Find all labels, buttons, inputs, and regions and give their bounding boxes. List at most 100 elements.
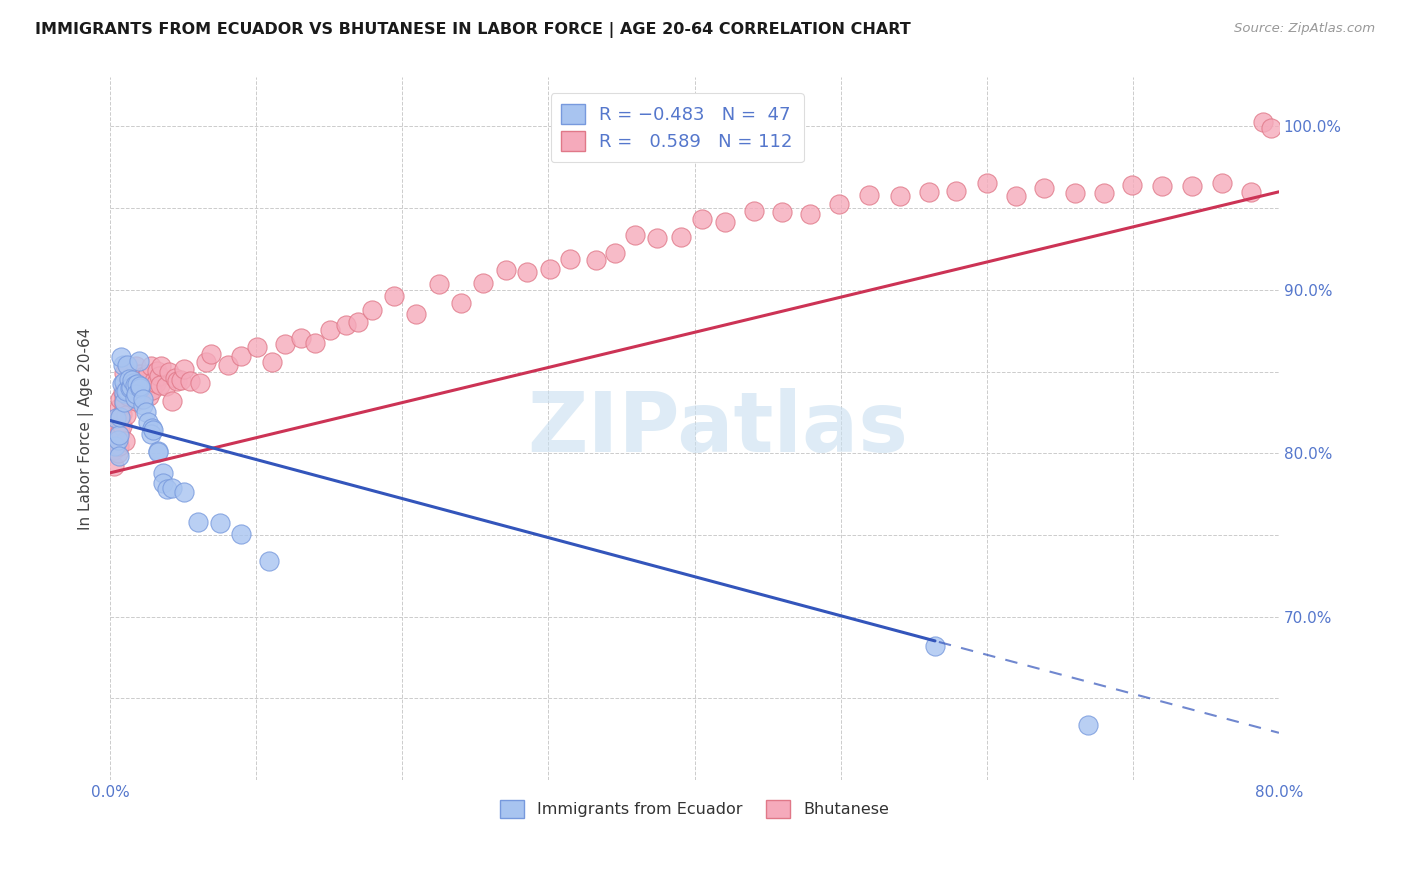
Point xyxy=(335,318,357,332)
Point xyxy=(120,380,142,394)
Point xyxy=(128,389,150,403)
Point xyxy=(107,401,129,416)
Point xyxy=(108,424,131,438)
Point xyxy=(145,376,167,390)
Point xyxy=(148,369,170,384)
Point xyxy=(111,418,134,433)
Point xyxy=(142,423,165,437)
Point xyxy=(976,177,998,191)
Point xyxy=(125,394,148,409)
Point xyxy=(217,358,239,372)
Point xyxy=(150,359,173,374)
Point xyxy=(603,245,626,260)
Point xyxy=(152,475,174,490)
Point xyxy=(120,368,142,383)
Point xyxy=(134,369,156,384)
Point xyxy=(713,215,735,229)
Point xyxy=(105,424,128,438)
Point xyxy=(405,307,427,321)
Point xyxy=(112,386,135,401)
Point xyxy=(770,205,793,219)
Point xyxy=(690,211,713,226)
Point xyxy=(945,184,967,198)
Point xyxy=(117,372,139,386)
Point xyxy=(427,277,450,291)
Point xyxy=(173,362,195,376)
Point xyxy=(229,349,252,363)
Point xyxy=(111,376,134,391)
Point xyxy=(141,359,163,373)
Point xyxy=(924,639,946,653)
Point xyxy=(136,416,159,430)
Point xyxy=(645,231,668,245)
Point xyxy=(125,386,148,401)
Point xyxy=(450,295,472,310)
Point xyxy=(118,374,141,388)
Point xyxy=(112,375,135,389)
Point xyxy=(107,445,129,459)
Point xyxy=(112,366,135,380)
Point xyxy=(149,378,172,392)
Point xyxy=(1152,179,1174,194)
Point xyxy=(472,276,495,290)
Point xyxy=(127,388,149,402)
Point xyxy=(742,204,765,219)
Point xyxy=(117,380,139,394)
Point xyxy=(108,427,131,442)
Point xyxy=(495,262,517,277)
Point xyxy=(127,373,149,387)
Point xyxy=(179,374,201,388)
Point xyxy=(156,482,179,496)
Point xyxy=(141,383,163,397)
Point xyxy=(262,354,284,368)
Point xyxy=(104,411,127,425)
Point xyxy=(122,380,145,394)
Point xyxy=(152,466,174,480)
Point xyxy=(160,481,183,495)
Point xyxy=(128,367,150,381)
Point xyxy=(127,377,149,392)
Point xyxy=(585,253,607,268)
Point xyxy=(799,206,821,220)
Point xyxy=(146,443,169,458)
Point xyxy=(114,383,136,397)
Text: Source: ZipAtlas.com: Source: ZipAtlas.com xyxy=(1234,22,1375,36)
Point xyxy=(143,374,166,388)
Point xyxy=(157,365,180,379)
Point xyxy=(319,323,342,337)
Point xyxy=(121,376,143,390)
Text: ZIPatlas: ZIPatlas xyxy=(527,388,908,469)
Point xyxy=(121,368,143,383)
Point xyxy=(112,397,135,411)
Point xyxy=(558,252,581,266)
Point xyxy=(110,351,132,365)
Point xyxy=(1211,176,1233,190)
Point xyxy=(121,385,143,400)
Point xyxy=(112,395,135,409)
Point xyxy=(115,383,138,397)
Point xyxy=(169,373,191,387)
Text: IMMIGRANTS FROM ECUADOR VS BHUTANESE IN LABOR FORCE | AGE 20-64 CORRELATION CHAR: IMMIGRANTS FROM ECUADOR VS BHUTANESE IN … xyxy=(35,22,911,38)
Point xyxy=(118,380,141,394)
Point xyxy=(148,444,170,458)
Point xyxy=(108,409,131,424)
Point xyxy=(669,230,692,244)
Point xyxy=(1092,186,1115,201)
Point xyxy=(111,358,134,372)
Point xyxy=(121,373,143,387)
Point xyxy=(828,196,851,211)
Point xyxy=(111,407,134,421)
Point xyxy=(194,355,217,369)
Point xyxy=(121,371,143,385)
Point xyxy=(166,375,188,389)
Point xyxy=(135,370,157,384)
Point xyxy=(1181,179,1204,194)
Legend: Immigrants from Ecuador, Bhutanese: Immigrants from Ecuador, Bhutanese xyxy=(494,793,896,825)
Point xyxy=(132,392,155,406)
Point xyxy=(112,392,135,407)
Point xyxy=(103,459,125,474)
Point xyxy=(105,426,128,441)
Point xyxy=(187,515,209,529)
Point xyxy=(127,386,149,401)
Point xyxy=(1033,181,1056,195)
